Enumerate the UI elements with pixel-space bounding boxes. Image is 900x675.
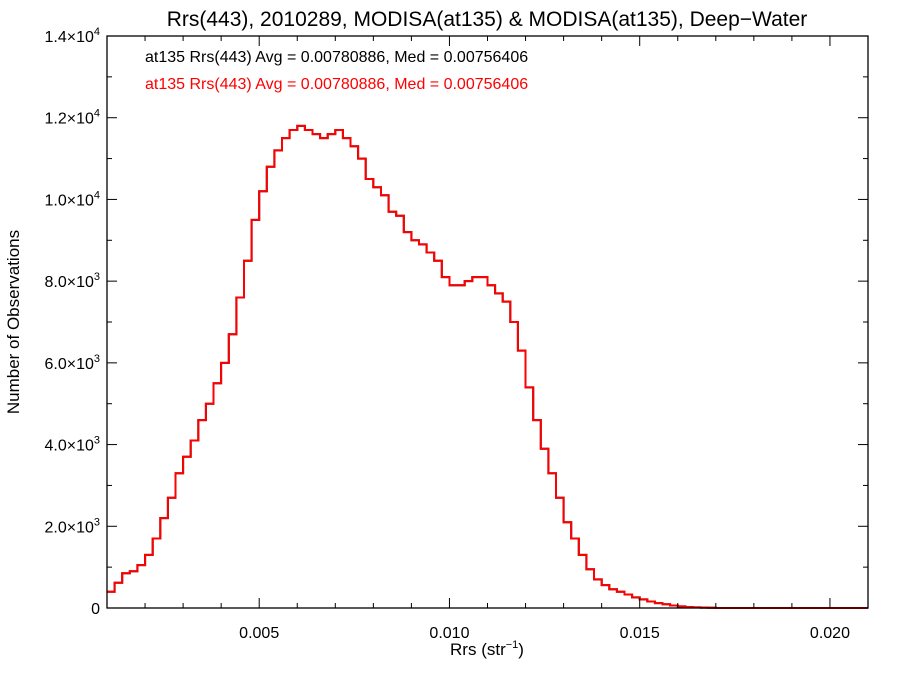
y-tick-label: 4.0×103 bbox=[44, 435, 100, 455]
y-tick-label: 8.0×103 bbox=[44, 271, 100, 291]
y-tick-label: 1.0×104 bbox=[44, 189, 100, 209]
chart-title: Rrs(443), 2010289, MODISA(at135) & MODIS… bbox=[167, 8, 808, 31]
x-tick-label: 0.015 bbox=[620, 625, 660, 642]
annotation-1: at135 Rrs(443) Avg = 0.00780886, Med = 0… bbox=[145, 76, 528, 93]
y-tick-label: 2.0×103 bbox=[44, 516, 100, 536]
y-tick-label: 0 bbox=[91, 601, 100, 618]
plot-frame bbox=[106, 35, 869, 609]
y-axis-label: Number of Observations bbox=[4, 230, 23, 414]
series-line-1 bbox=[107, 124, 868, 609]
series-layer bbox=[107, 124, 868, 609]
x-axis-label: Rrs (str−1) bbox=[450, 639, 524, 659]
annotations: at135 Rrs(443) Avg = 0.00780886, Med = 0… bbox=[145, 49, 528, 93]
y-tick-label: 1.4×104 bbox=[44, 26, 100, 46]
tick-labels: 0.005 0.010 0.015 0.020 0 2.0×103 4.0×103 6.0×1… bbox=[44, 26, 850, 642]
y-tick-label: 6.0×103 bbox=[44, 353, 100, 373]
x-tick-label: 0.010 bbox=[429, 625, 469, 642]
y-tick-label: 1.2×104 bbox=[44, 108, 100, 128]
ticks-layer bbox=[107, 35, 868, 609]
x-tick-label: 0.005 bbox=[239, 625, 279, 642]
x-tick-label: 0.020 bbox=[810, 625, 850, 642]
annotation-0: at135 Rrs(443) Avg = 0.00780886, Med = 0… bbox=[145, 49, 528, 66]
